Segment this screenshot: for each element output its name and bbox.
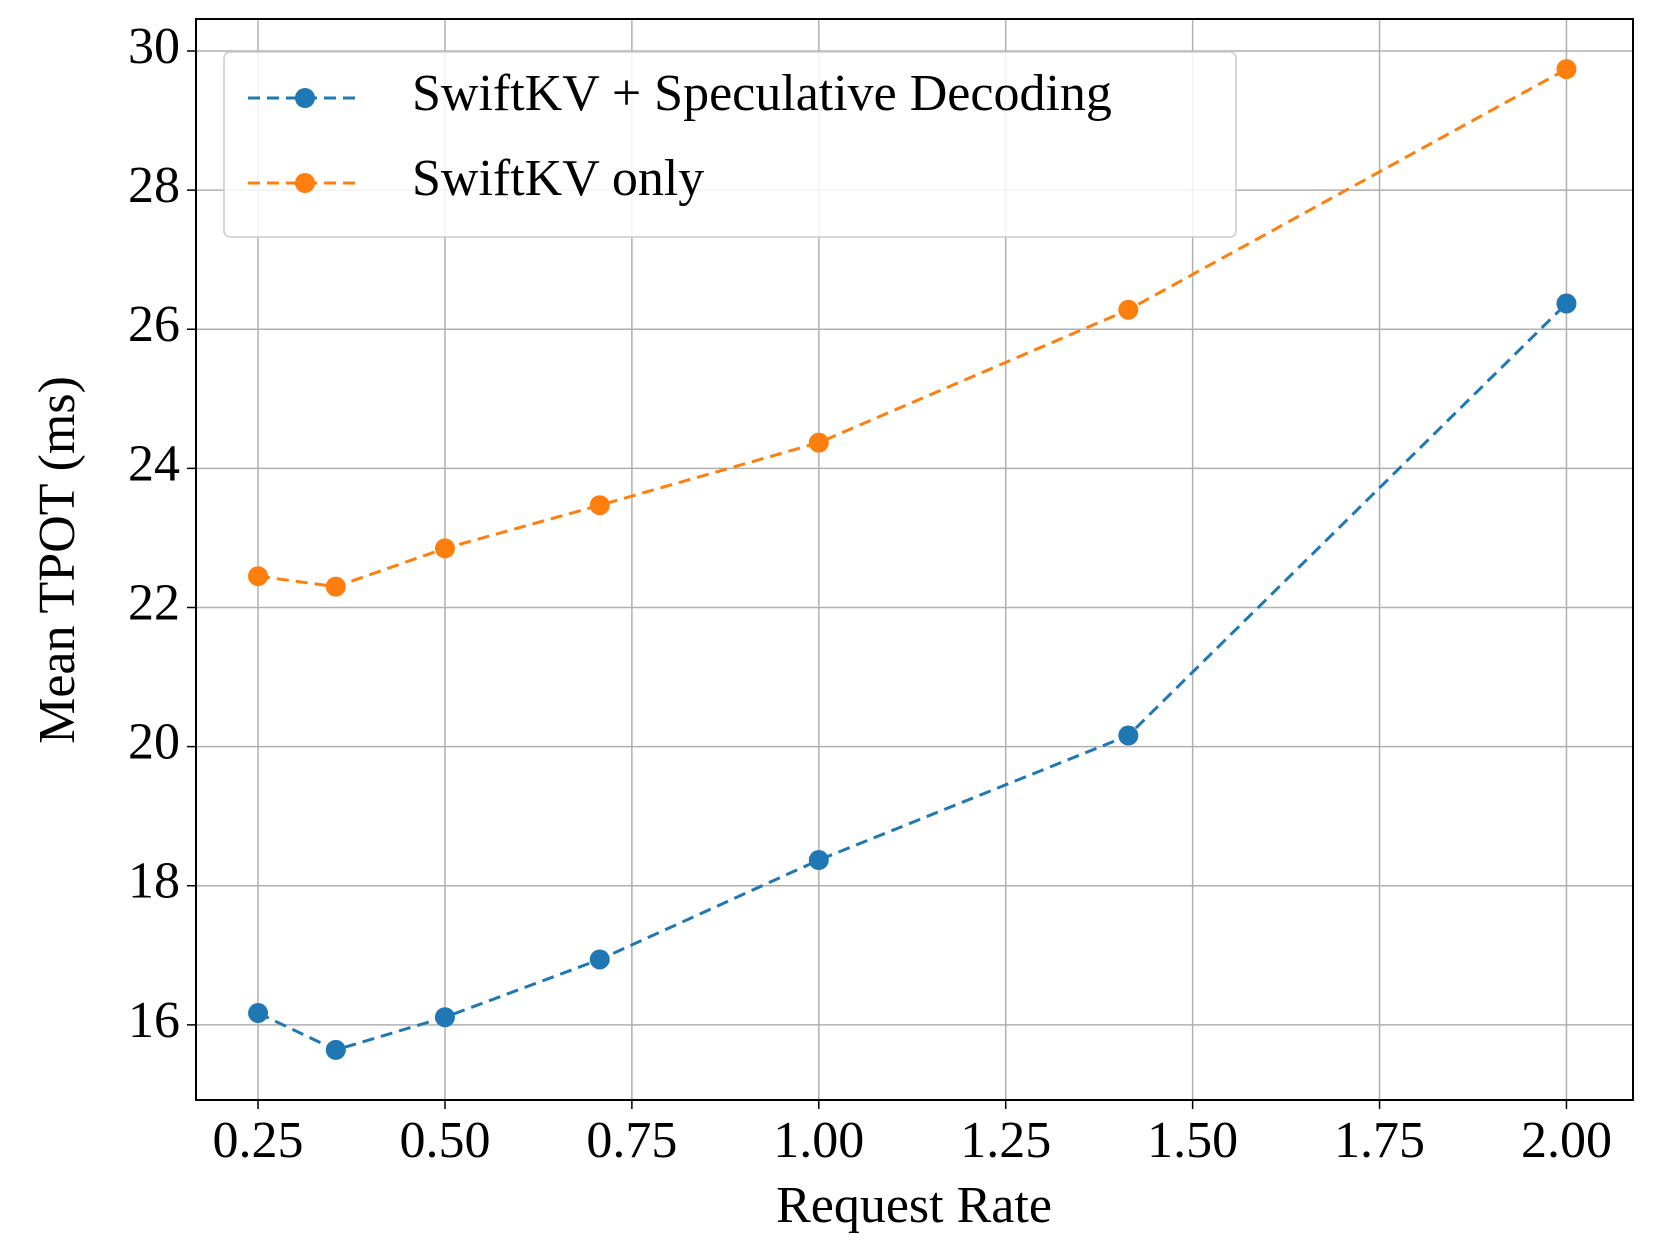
x-tick-label: 0.25 <box>213 1112 304 1169</box>
legend-marker <box>295 88 315 108</box>
data-point <box>434 538 455 559</box>
data-point <box>589 495 610 516</box>
x-tick-label: 1.25 <box>960 1112 1051 1169</box>
x-tick-label: 1.75 <box>1334 1112 1425 1169</box>
y-tick-label: 30 <box>128 18 180 75</box>
x-tick-label: 1.00 <box>773 1112 864 1169</box>
x-axis-label: Request Rate <box>776 1177 1052 1234</box>
legend: SwiftKV + Speculative Decoding SwiftKV on… <box>223 51 1237 238</box>
data-point <box>1556 59 1577 80</box>
x-tick-label: 0.75 <box>586 1112 677 1169</box>
y-tick-label: 26 <box>128 296 180 353</box>
x-tick-label: 2.00 <box>1521 1112 1612 1169</box>
data-point <box>1118 299 1139 320</box>
data-point <box>1118 725 1139 746</box>
y-tick-label: 22 <box>128 574 180 631</box>
y-axis-label: Mean TPOT (ms) <box>29 376 86 744</box>
data-point <box>248 1003 269 1024</box>
legend-label: SwiftKV only <box>412 150 704 207</box>
data-point <box>808 850 829 871</box>
legend-label: SwiftKV + Speculative Decoding <box>412 65 1112 122</box>
data-point <box>434 1007 455 1028</box>
series-line <box>257 302 1568 1052</box>
y-tick-label: 18 <box>128 853 180 910</box>
data-point <box>248 566 269 587</box>
x-tick-label: 0.50 <box>399 1112 490 1169</box>
plot-frame <box>195 18 1634 1101</box>
data-point <box>1556 293 1577 314</box>
data-point <box>808 432 829 453</box>
y-tick-label: 28 <box>128 157 180 214</box>
x-tick-label: 1.50 <box>1147 1112 1238 1169</box>
legend-box <box>223 51 1237 238</box>
y-tick-label: 20 <box>128 714 180 771</box>
data-point <box>325 576 346 597</box>
y-tick-label: 24 <box>128 435 180 492</box>
y-tick-label: 16 <box>128 992 180 1049</box>
data-point <box>589 949 610 970</box>
legend-marker <box>295 173 315 193</box>
data-point <box>325 1039 346 1060</box>
